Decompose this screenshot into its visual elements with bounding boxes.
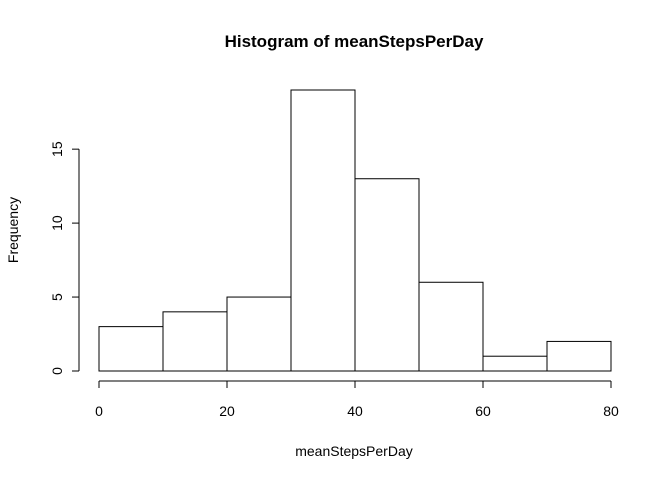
x-tick-label: 60 bbox=[475, 403, 491, 419]
y-tick-label: 0 bbox=[49, 367, 65, 375]
histogram-bar bbox=[98, 326, 164, 372]
x-tick-label: 20 bbox=[219, 403, 235, 419]
histogram-bar bbox=[290, 89, 356, 372]
x-axis-label: meanStepsPerDay bbox=[295, 443, 413, 459]
bars-group bbox=[98, 89, 612, 372]
histogram-bar bbox=[546, 340, 612, 372]
y-axis-label: Frequency bbox=[5, 197, 21, 263]
histogram-bar bbox=[162, 311, 228, 372]
y-tick-label: 5 bbox=[49, 293, 65, 301]
y-tick-label: 15 bbox=[49, 141, 65, 157]
chart-title: Histogram of meanStepsPerDay bbox=[225, 32, 484, 51]
y-tick-label: 10 bbox=[49, 215, 65, 231]
histogram-bar bbox=[354, 178, 420, 372]
x-tick-label: 0 bbox=[95, 403, 103, 419]
histogram-bar bbox=[226, 296, 292, 372]
y-axis: 0 5 10 15 bbox=[49, 141, 80, 375]
x-axis: 0 20 40 60 80 bbox=[95, 380, 619, 419]
x-tick-label: 80 bbox=[603, 403, 619, 419]
x-tick-label: 40 bbox=[347, 403, 363, 419]
histogram-bar bbox=[482, 355, 548, 372]
histogram-bar bbox=[418, 281, 484, 372]
